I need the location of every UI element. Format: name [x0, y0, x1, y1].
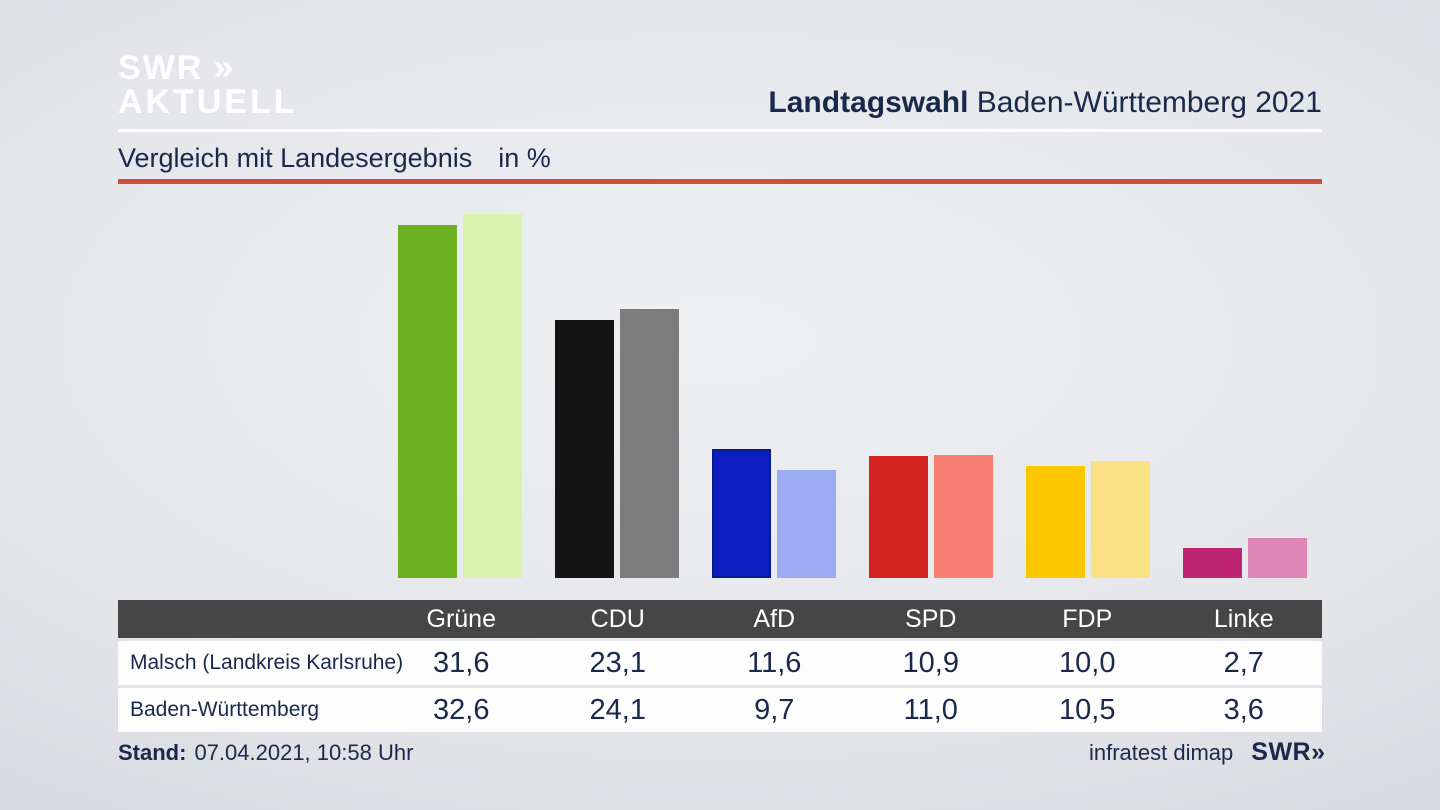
header-cell-cdu: CDU: [590, 604, 645, 633]
cell-land-afd: 9,7: [754, 693, 795, 726]
bar-spd-land: [934, 455, 993, 578]
swr-aktuell-logo: SWR» AKTUELL: [118, 49, 298, 121]
table-row-land: Baden-Württemberg 32,6 24,1 9,7 11,0 10,5 3,6: [118, 688, 1322, 732]
logo-text-swr: SWR: [118, 49, 204, 87]
stand-value: 07.04.2021, 10:58 Uhr: [194, 740, 414, 765]
chart-unit-label: in %: [498, 143, 551, 173]
bar-group-linke: [1183, 190, 1307, 578]
bar-cdu-land: [620, 309, 679, 578]
source-name: infratest dimap: [1088, 740, 1234, 765]
page-title-bold: Landtagswahl: [768, 86, 969, 119]
bar-gruene-land: [463, 214, 522, 578]
bar-group-fdp: [1026, 190, 1150, 578]
cell-land-cdu: 24,1: [589, 693, 646, 726]
bar-chart: [118, 190, 1322, 578]
row-label-land: Baden-Württemberg: [130, 698, 320, 721]
bar-afd-malsch: [712, 448, 771, 578]
cell-malsch-fdp: 10,0: [1059, 646, 1116, 679]
logo-text-aktuell: AKTUELL: [118, 83, 298, 121]
source-credit: infratest dimap SWR»: [1088, 738, 1325, 767]
accent-divider: [118, 179, 1322, 184]
header-divider: [118, 129, 1322, 132]
bar-group-gruene: [398, 190, 522, 578]
bar-linke-malsch: [1183, 547, 1242, 578]
status-timestamp: Stand: 07.04.2021, 10:58 Uhr: [118, 740, 413, 766]
row-label-malsch: Malsch (Landkreis Karlsruhe): [130, 651, 404, 674]
footer-chevrons-icon: »: [1311, 738, 1325, 766]
bar-linke-land: [1248, 537, 1307, 578]
bar-group-afd: [712, 190, 836, 578]
cell-land-fdp: 10,5: [1059, 693, 1116, 726]
results-table: Grüne CDU AfD SPD FDP Linke Malsch (Landkreis…: [118, 600, 1322, 732]
bar-gruene-malsch: [398, 225, 457, 578]
cell-malsch-spd: 10,9: [902, 646, 959, 679]
cell-land-linke: 3,6: [1223, 693, 1264, 726]
cell-malsch-gruene: 31,6: [433, 646, 490, 679]
cell-malsch-cdu: 23,1: [589, 646, 646, 679]
cell-malsch-afd: 11,6: [747, 646, 802, 679]
bar-afd-land: [777, 469, 836, 578]
bar-group-cdu: [555, 190, 679, 578]
logo-chevrons-icon: »: [213, 46, 233, 87]
cell-malsch-linke: 2,7: [1223, 646, 1264, 679]
table-header-row: Grüne CDU AfD SPD FDP Linke: [118, 600, 1322, 638]
header-cell-fdp: FDP: [1062, 604, 1113, 633]
stand-label: Stand:: [118, 740, 187, 765]
bar-cdu-malsch: [555, 320, 614, 578]
header-cell-afd: AfD: [753, 604, 796, 633]
bar-fdp-malsch: [1026, 466, 1085, 578]
chart-subtitle: Vergleich mit Landesergebnis in %: [118, 143, 551, 174]
table-row-malsch: Malsch (Landkreis Karlsruhe) 31,6 23,1 11,6…: [118, 641, 1322, 685]
bar-spd-malsch: [869, 456, 928, 578]
page-title-rest: Baden-Württemberg 2021: [976, 86, 1322, 119]
chart-subtitle-text: Vergleich mit Landesergebnis: [118, 143, 473, 173]
bar-group-spd: [869, 190, 993, 578]
cell-land-gruene: 32,6: [433, 693, 490, 726]
cell-land-spd: 11,0: [903, 693, 958, 726]
header-cell-gruene: Grüne: [426, 604, 496, 633]
swr-footer-logo: SWR»: [1251, 738, 1325, 766]
header-cell-linke: Linke: [1213, 604, 1274, 633]
bar-fdp-land: [1091, 460, 1150, 578]
header-cell-spd: SPD: [905, 604, 957, 633]
page-title: Landtagswahl Baden-Württemberg 2021: [768, 86, 1322, 120]
